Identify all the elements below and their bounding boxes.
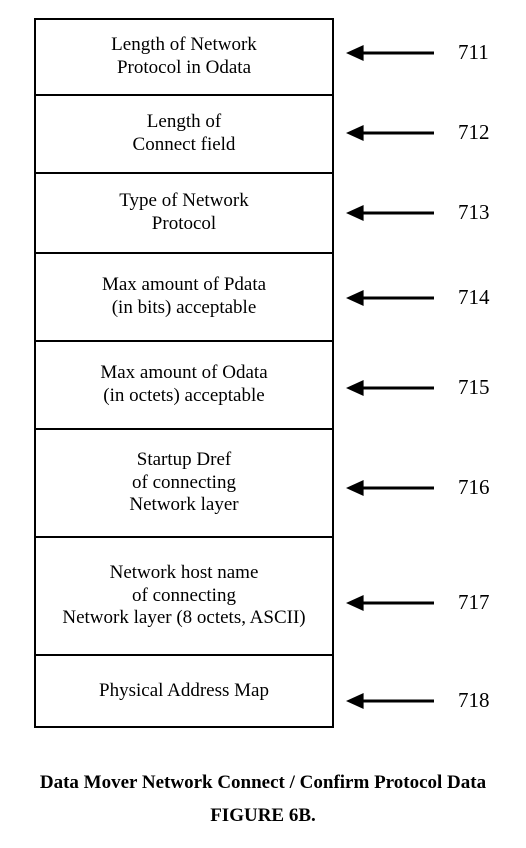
- reference-number: 718: [458, 688, 490, 713]
- reference-pointer: 712: [346, 120, 516, 145]
- reference-number: 717: [458, 590, 490, 615]
- caption-figure: FIGURE 6B.: [0, 805, 526, 827]
- packet-fields-table: Length of Network Protocol in Odata Lengt…: [34, 18, 334, 728]
- row-label: Max amount of Pdata (in bits) acceptable: [102, 274, 266, 320]
- reference-pointer: 713: [346, 200, 516, 225]
- table-row: Network host name of connecting Network …: [36, 538, 332, 656]
- arrow-left-icon: [346, 689, 434, 713]
- reference-number: 716: [458, 475, 490, 500]
- table-row: Physical Address Map: [36, 656, 332, 726]
- reference-number: 712: [458, 120, 490, 145]
- row-label: Length of Network Protocol in Odata: [111, 34, 257, 80]
- table-row: Max amount of Pdata (in bits) acceptable: [36, 254, 332, 342]
- table-row: Length of Connect field: [36, 96, 332, 174]
- row-label: Max amount of Odata (in octets) acceptab…: [100, 362, 267, 408]
- row-label: Type of Network Protocol: [119, 190, 249, 236]
- reference-pointer: 714: [346, 285, 516, 310]
- row-label: Length of Connect field: [133, 111, 236, 157]
- arrow-left-icon: [346, 41, 434, 65]
- diagram-container: Length of Network Protocol in Odata Lengt…: [0, 0, 526, 848]
- arrow-left-icon: [346, 121, 434, 145]
- table-row: Max amount of Odata (in octets) acceptab…: [36, 342, 332, 430]
- reference-pointer: 718: [346, 688, 516, 713]
- caption-title: Data Mover Network Connect / Confirm Pro…: [0, 772, 526, 794]
- reference-pointer: 716: [346, 475, 516, 500]
- reference-number: 711: [458, 40, 489, 65]
- arrow-left-icon: [346, 591, 434, 615]
- table-row: Length of Network Protocol in Odata: [36, 20, 332, 96]
- arrow-left-icon: [346, 376, 434, 400]
- table-row: Type of Network Protocol: [36, 174, 332, 254]
- arrow-left-icon: [346, 201, 434, 225]
- reference-pointer: 711: [346, 40, 516, 65]
- table-row: Startup Dref of connecting Network layer: [36, 430, 332, 538]
- reference-number: 714: [458, 285, 490, 310]
- reference-number: 713: [458, 200, 490, 225]
- row-label: Physical Address Map: [99, 680, 269, 703]
- row-label: Startup Dref of connecting Network layer: [129, 449, 238, 517]
- reference-pointer: 715: [346, 375, 516, 400]
- arrow-left-icon: [346, 286, 434, 310]
- arrow-left-icon: [346, 476, 434, 500]
- reference-number: 715: [458, 375, 490, 400]
- row-label: Network host name of connecting Network …: [62, 562, 305, 630]
- reference-pointer: 717: [346, 590, 516, 615]
